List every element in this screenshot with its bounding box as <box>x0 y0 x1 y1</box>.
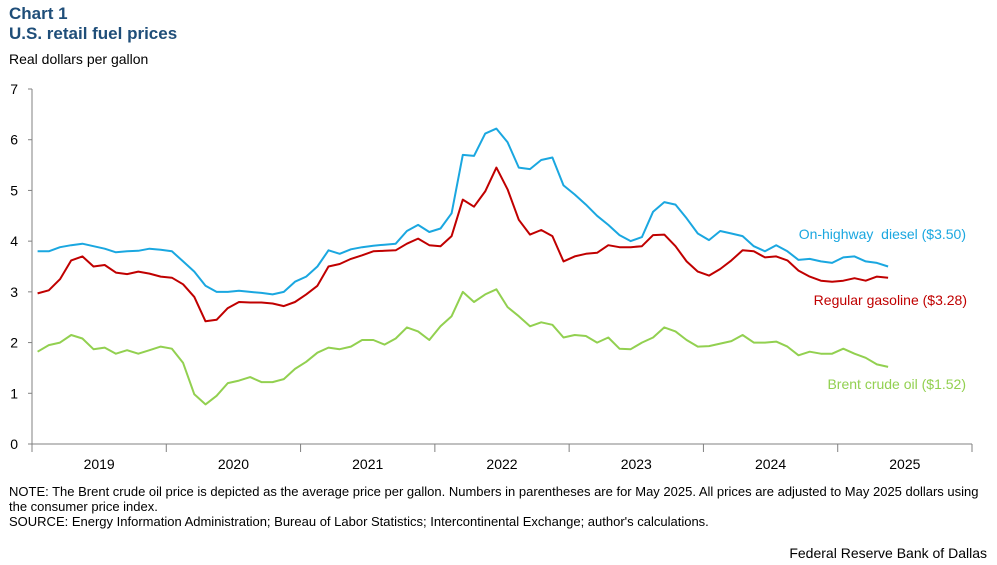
chart-title: U.S. retail fuel prices <box>9 24 178 43</box>
x-tick-label: 2019 <box>84 456 115 472</box>
x-tick-label: 2022 <box>486 456 517 472</box>
y-tick-label: 5 <box>10 182 18 198</box>
y-tick-label: 2 <box>10 335 18 351</box>
y-tick-label: 6 <box>10 132 18 148</box>
axes: 0 1 2 3 4 5 6 7 2019 2020 2021 2022 2023 2024 2025 <box>10 81 973 472</box>
x-tick-label: 2024 <box>755 456 786 472</box>
y-tick-label: 4 <box>10 233 18 249</box>
x-tick-label: 2025 <box>889 456 920 472</box>
y-axis-label: Real dollars per gallon <box>9 51 149 67</box>
on-highway-diesel-label: On-highway diesel ($3.50) <box>799 226 966 242</box>
on-highway-diesel-line <box>37 127 889 296</box>
y-tick-label: 0 <box>10 436 18 452</box>
chart-number: Chart 1 <box>9 4 68 23</box>
source-text: SOURCE: Energy Information Administratio… <box>9 514 709 529</box>
x-tick-label: 2023 <box>621 456 652 472</box>
x-tick-label: 2020 <box>218 456 249 472</box>
notes-block: NOTE: The Brent crude oil price is depic… <box>9 484 984 529</box>
brent-crude-oil-label: Brent crude oil ($1.52) <box>827 376 966 392</box>
line-chart: 0 1 2 3 4 5 6 7 2019 2020 2021 2022 2023 2024 2025 On-… <box>10 81 973 472</box>
y-tick-label: 7 <box>10 81 18 97</box>
series-labels: On-highway diesel ($3.50) Regular gasolin… <box>799 226 967 392</box>
note-text: NOTE: The Brent crude oil price is depic… <box>9 484 979 514</box>
series-group <box>37 127 889 406</box>
credit-text: Federal Reserve Bank of Dallas <box>789 545 987 561</box>
y-tick-label: 1 <box>10 385 18 401</box>
regular-gasoline-label: Regular gasoline ($3.28) <box>814 292 967 308</box>
x-tick-label: 2021 <box>352 456 383 472</box>
regular-gasoline-line <box>37 166 889 323</box>
y-tick-label: 3 <box>10 284 18 300</box>
brent-crude-oil-line <box>37 288 889 406</box>
